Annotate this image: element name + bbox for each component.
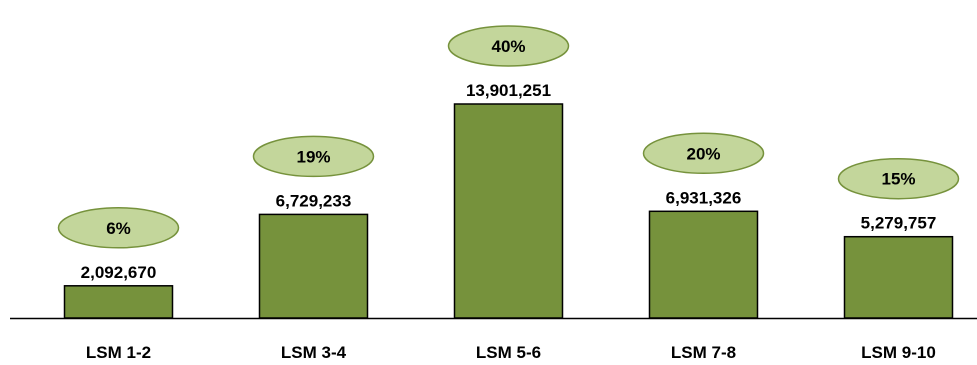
x-tick-label: LSM 3-4	[281, 343, 347, 362]
data-label: 6,729,233	[276, 191, 352, 210]
percent-bubble	[57, 207, 180, 249]
percent-label: 15%	[881, 170, 915, 189]
labels-group: 2,092,670 6% LSM 1-2 6,729,233 19% LSM 3-4 13,…	[57, 25, 960, 362]
percent-bubble	[447, 25, 570, 67]
bar-lsm-5-6	[453, 103, 564, 319]
data-label: 5,279,757	[861, 214, 937, 233]
bar-lsm-7-8	[648, 210, 759, 319]
percent-bubble	[642, 132, 765, 175]
bar-lsm-9-10	[843, 235, 954, 319]
percent-bubble	[252, 135, 375, 178]
percent-label: 20%	[686, 144, 720, 163]
x-tick-label: LSM 5-6	[476, 343, 541, 362]
x-tick-label: LSM 9-10	[861, 343, 936, 362]
x-tick-label: LSM 7-8	[671, 343, 736, 362]
bar-lsm-3-4	[258, 213, 369, 319]
percent-bubble	[837, 157, 960, 200]
data-label: 13,901,251	[466, 81, 551, 100]
percent-label: 40%	[491, 37, 525, 56]
percent-label: 19%	[296, 147, 330, 166]
data-label: 2,092,670	[81, 263, 157, 282]
percent-label: 6%	[106, 219, 131, 238]
bar-lsm-1-2	[63, 285, 174, 319]
x-tick-label: LSM 1-2	[86, 343, 151, 362]
data-label: 6,931,326	[666, 188, 742, 207]
bars-group	[63, 103, 954, 319]
